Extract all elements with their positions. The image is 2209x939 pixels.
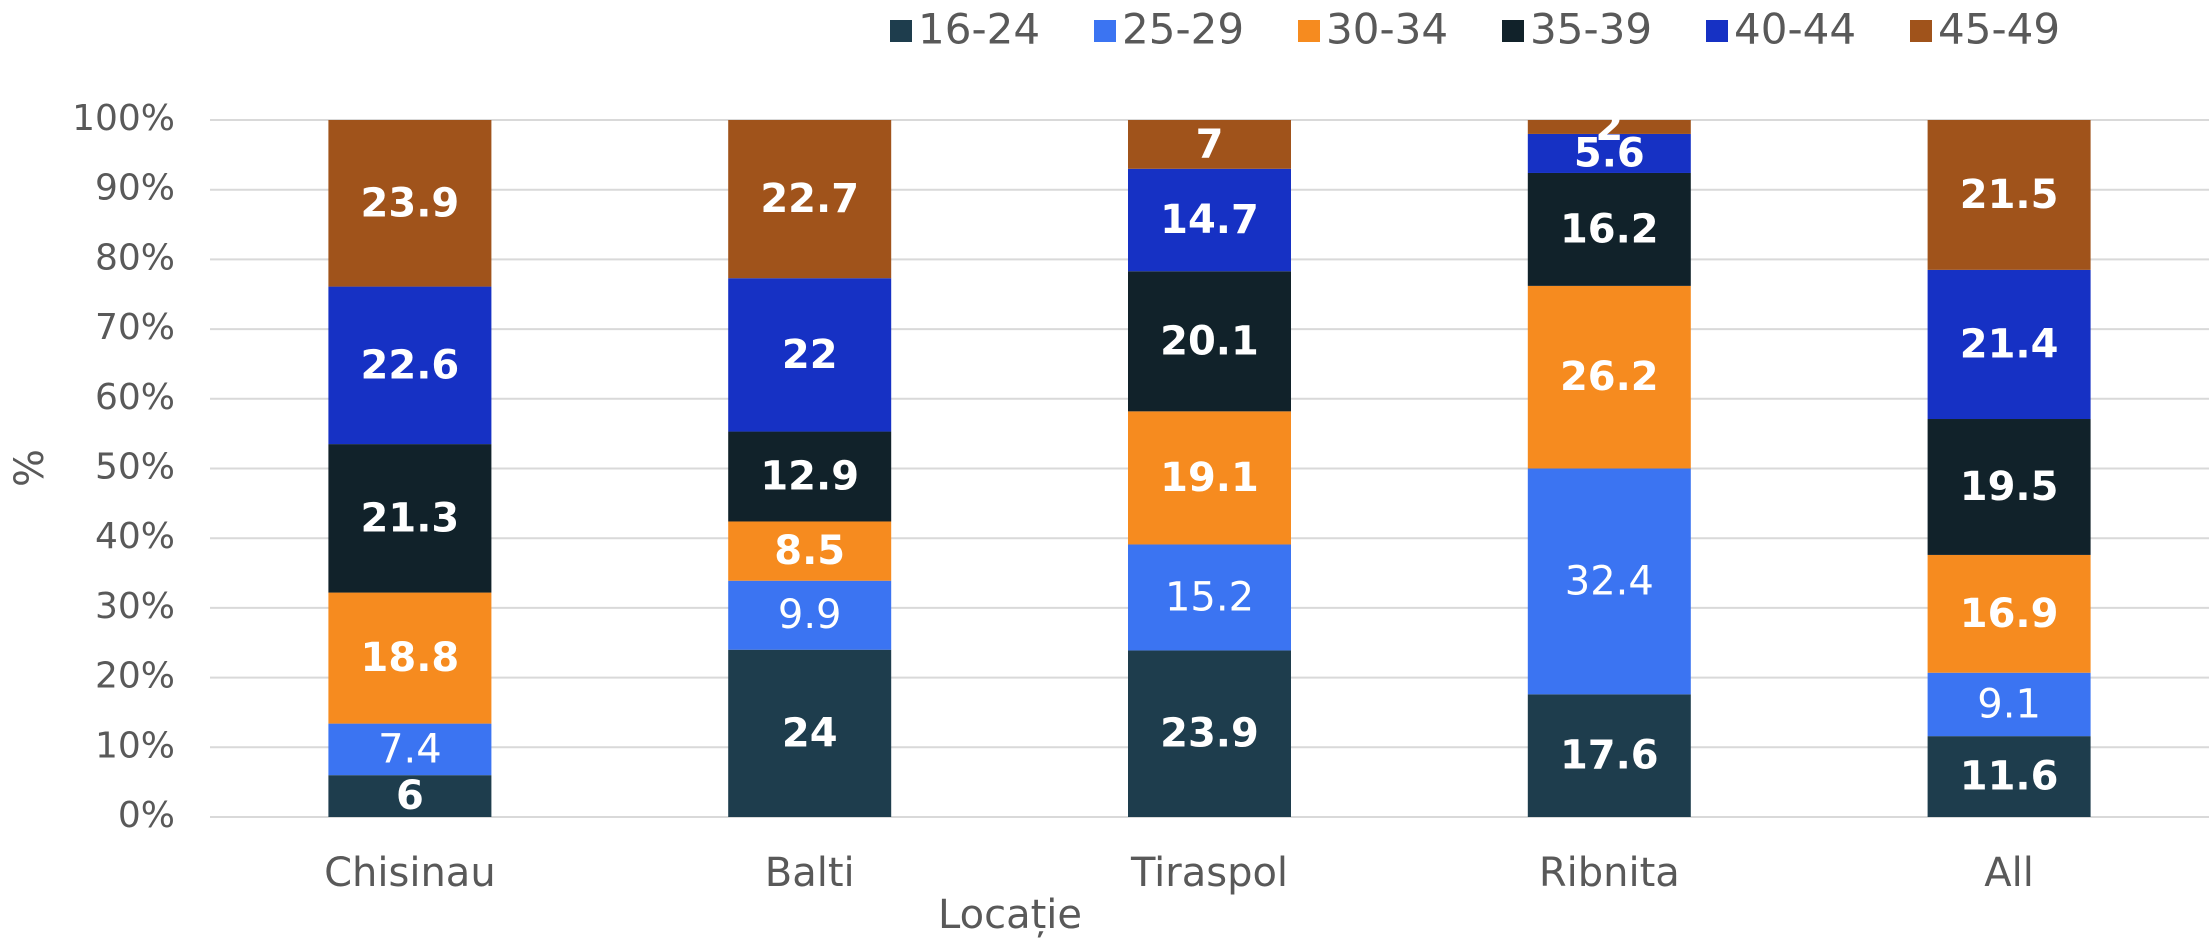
bar-segment xyxy=(728,120,892,279)
bar-segment xyxy=(1527,285,1691,469)
bar-segment xyxy=(1927,736,2091,817)
legend-swatch xyxy=(1094,20,1116,42)
bar-segment xyxy=(1128,120,1291,169)
value-label: 6 xyxy=(396,773,424,819)
value-label: 7.4 xyxy=(378,726,442,772)
value-label: 32.4 xyxy=(1565,558,1654,604)
value-label: 16.2 xyxy=(1560,206,1659,252)
y-tick-label: 0% xyxy=(118,795,175,836)
legend-label: 35-39 xyxy=(1530,5,1652,54)
value-label: 15.2 xyxy=(1165,574,1254,620)
y-tick-label: 100% xyxy=(72,98,175,139)
legend-swatch xyxy=(1706,20,1728,42)
value-label: 21.4 xyxy=(1960,321,2059,367)
legend-label: 25-29 xyxy=(1122,5,1244,54)
bar-segment xyxy=(728,580,892,650)
bar-segment xyxy=(328,444,492,593)
x-tick-label: Chisinau xyxy=(324,850,496,896)
value-label: 23.9 xyxy=(361,180,460,226)
value-label: 20.1 xyxy=(1160,318,1259,364)
legend-label: 16-24 xyxy=(918,5,1040,54)
bar-segment xyxy=(328,592,492,724)
x-tick-label: Tiraspol xyxy=(1130,850,1288,896)
bar-segment xyxy=(328,120,492,287)
bar-segment xyxy=(1128,650,1291,817)
value-label: 19.1 xyxy=(1160,455,1259,501)
bar-segment xyxy=(1527,172,1691,286)
y-tick-label: 90% xyxy=(95,168,175,209)
value-label: 2 xyxy=(1595,104,1623,150)
legend-swatch xyxy=(1298,20,1320,42)
value-label: 22.6 xyxy=(361,342,460,388)
legend-label: 40-44 xyxy=(1734,5,1856,54)
y-tick-label: 30% xyxy=(95,586,175,627)
value-label: 22 xyxy=(782,332,838,378)
bar-segment xyxy=(1927,120,2091,270)
value-label: 12.9 xyxy=(760,454,859,500)
x-tick-label: All xyxy=(1984,850,2034,896)
y-tick-label: 40% xyxy=(95,516,175,557)
bar-segment xyxy=(328,723,492,776)
y-tick-label: 70% xyxy=(95,307,175,348)
bar-segment xyxy=(328,775,492,817)
bar-segment xyxy=(1927,672,2091,737)
bar-segment xyxy=(1527,133,1691,173)
value-label: 5.6 xyxy=(1574,130,1645,176)
value-label: 7 xyxy=(1196,121,1224,167)
bar-segment xyxy=(728,278,892,432)
y-tick-label: 20% xyxy=(95,656,175,697)
value-label: 11.6 xyxy=(1960,754,2059,800)
bar-segment xyxy=(1927,554,2091,673)
y-axis-title: % xyxy=(7,449,53,487)
legend-label: 30-34 xyxy=(1326,5,1448,54)
y-tick-label: 60% xyxy=(95,377,175,418)
x-axis-title: Locație xyxy=(938,892,1082,938)
legend-swatch xyxy=(1910,20,1932,42)
value-label: 19.5 xyxy=(1960,464,2059,510)
bar-segment xyxy=(1527,120,1691,134)
x-tick-label: Balti xyxy=(765,850,855,896)
value-label: 16.9 xyxy=(1960,591,2059,637)
y-tick-label: 50% xyxy=(95,447,175,488)
bar-segment xyxy=(1527,468,1691,695)
value-label: 26.2 xyxy=(1560,354,1659,400)
bar-segment xyxy=(328,286,492,445)
bar-segment xyxy=(1128,411,1291,545)
value-label: 22.7 xyxy=(760,176,859,222)
value-label: 18.8 xyxy=(361,635,460,681)
value-label: 9.9 xyxy=(778,592,842,638)
legend-label: 45-49 xyxy=(1938,5,2060,54)
bar-segment xyxy=(728,521,892,581)
value-label: 17.6 xyxy=(1560,733,1659,779)
y-tick-label: 10% xyxy=(95,725,175,766)
bar-segment xyxy=(728,649,892,817)
bar-segment xyxy=(1128,544,1291,651)
value-label: 23.9 xyxy=(1160,711,1259,757)
value-label: 8.5 xyxy=(774,528,845,574)
value-label: 9.1 xyxy=(1977,681,2041,727)
bar-segment xyxy=(1128,271,1291,412)
y-tick-label: 80% xyxy=(95,237,175,278)
value-label: 21.5 xyxy=(1960,172,2059,218)
legend-swatch xyxy=(890,20,912,42)
value-label: 24 xyxy=(782,710,838,756)
value-label: 14.7 xyxy=(1160,197,1259,243)
bar-segment xyxy=(728,431,892,522)
legend-swatch xyxy=(1502,20,1524,42)
x-tick-label: Ribnita xyxy=(1539,850,1680,896)
bar-segment xyxy=(1527,694,1691,817)
value-label: 21.3 xyxy=(361,495,460,541)
bar-segment xyxy=(1927,269,2091,420)
bar-segment xyxy=(1128,168,1291,272)
bar-segment xyxy=(1927,419,2091,555)
